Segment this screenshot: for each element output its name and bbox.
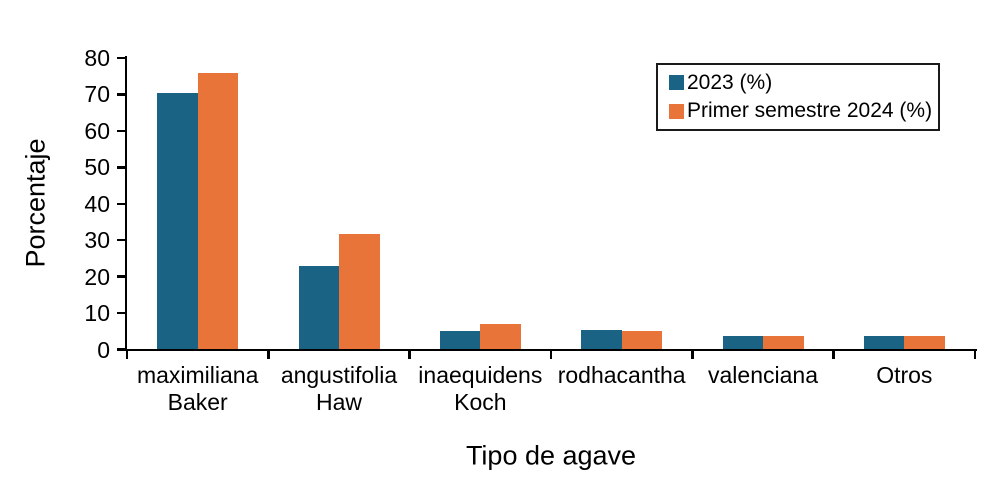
bar-series0-cat3 — [581, 330, 622, 350]
y-tick — [117, 202, 127, 205]
legend-item-2024: Primer semestre 2024 (%) — [669, 100, 938, 122]
bar-series0-cat0 — [157, 93, 198, 350]
x-tick — [267, 350, 270, 359]
bar-series0-cat4 — [722, 336, 763, 350]
x-tick — [408, 350, 411, 359]
x-category-label: maximiliana Baker — [136, 362, 259, 415]
y-axis-title: Porcentaje — [20, 138, 51, 268]
bar-series0-cat5 — [863, 336, 905, 350]
bar-series1-cat5 — [904, 336, 945, 350]
legend-label-2024: Primer semestre 2024 (%) — [687, 99, 933, 123]
y-tick-label: 80 — [84, 45, 110, 71]
y-tick — [117, 348, 127, 351]
bar-series0-cat1 — [298, 266, 339, 350]
bar-series1-cat4 — [763, 336, 804, 350]
bar-series1-cat3 — [621, 330, 663, 350]
x-axis-title: Tipo de agave — [465, 440, 637, 471]
x-tick — [973, 350, 977, 359]
x-category-label: inaequidens Koch — [418, 362, 543, 415]
y-tick — [117, 311, 127, 315]
legend: 2023 (%) Primer semestre 2024 (%) — [656, 63, 940, 131]
y-tick-label: 40 — [84, 190, 110, 217]
legend-swatch-2024-icon — [669, 103, 684, 119]
y-tick-label: 70 — [84, 81, 110, 108]
x-tick — [691, 350, 694, 359]
legend-item-2023: 2023 (%) — [669, 70, 938, 94]
y-tick-label: 10 — [84, 300, 110, 327]
x-category-label: angustifolia Haw — [280, 362, 398, 415]
x-category-label: valenciana — [708, 362, 818, 388]
y-tick-label: 30 — [84, 227, 110, 254]
y-tick — [117, 238, 127, 242]
y-tick — [117, 129, 127, 133]
y-tick — [117, 166, 127, 169]
x-tick — [832, 350, 835, 359]
bar-series1-cat0 — [197, 73, 239, 350]
y-tick-label: 60 — [84, 117, 110, 144]
y-tick — [117, 275, 127, 278]
y-tick-label: 0 — [97, 336, 110, 363]
bar-series1-cat2 — [480, 324, 521, 350]
y-tick-label: 50 — [84, 154, 110, 181]
y-tick-label: 20 — [84, 263, 110, 290]
legend-label-2023: 2023 (%) — [687, 70, 773, 94]
x-category-label: Otros — [876, 362, 933, 388]
bar-series1-cat1 — [339, 234, 380, 350]
bar-series0-cat2 — [439, 330, 481, 350]
y-tick — [117, 93, 127, 96]
x-tick — [549, 350, 553, 359]
legend-swatch-2023-icon — [669, 75, 684, 91]
x-tick — [125, 350, 129, 359]
x-category-label: rodhacantha — [557, 362, 686, 388]
y-tick — [117, 56, 127, 60]
x-axis-line — [124, 348, 977, 351]
